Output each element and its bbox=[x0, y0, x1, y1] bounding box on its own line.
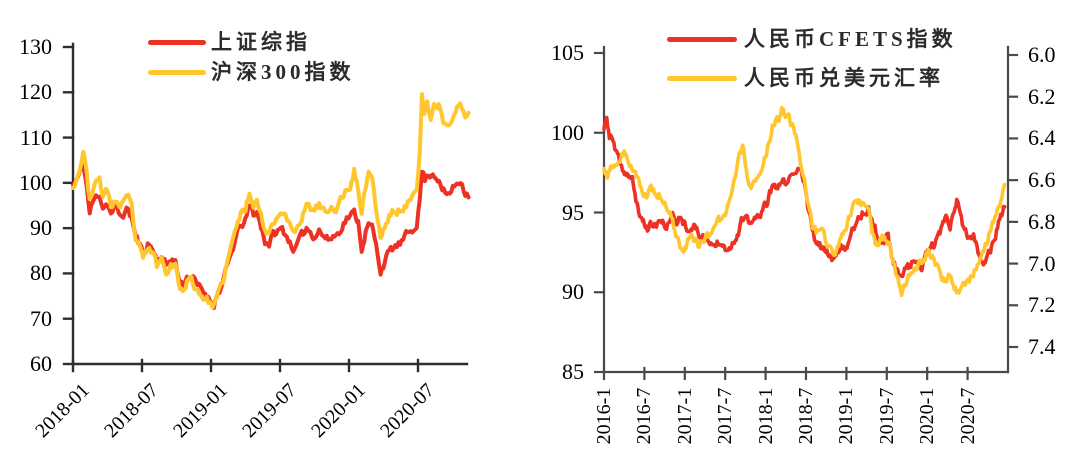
rmb-exchange-chart-plot bbox=[593, 45, 1019, 381]
series-sse-composite-line bbox=[71, 163, 471, 310]
stock-index-chart-plot bbox=[62, 42, 471, 373]
series-usd-cny-rate-line bbox=[602, 105, 1007, 297]
series-cfets-rmb-index-line bbox=[602, 115, 1007, 279]
series-csi300-line bbox=[71, 92, 471, 310]
